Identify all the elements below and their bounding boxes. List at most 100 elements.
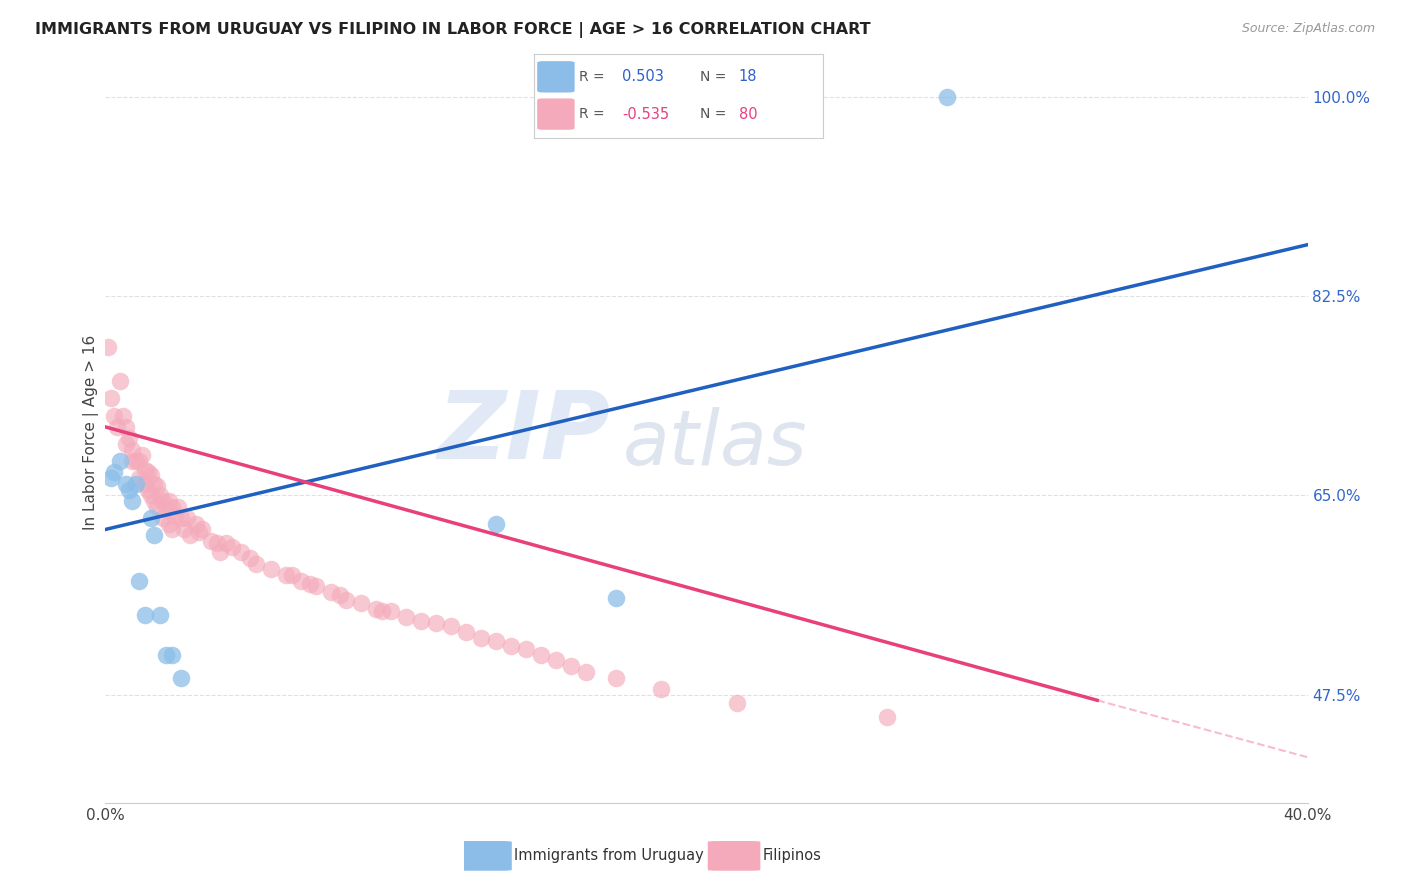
Point	[134, 607, 156, 622]
Point	[145, 479, 167, 493]
Point	[124, 476, 146, 491]
Point	[139, 511, 162, 525]
Point	[142, 528, 165, 542]
Point	[454, 624, 477, 639]
Point	[214, 536, 236, 550]
Point	[160, 500, 183, 514]
Text: N =: N =	[700, 70, 727, 84]
Point	[605, 671, 627, 685]
Point	[160, 523, 183, 537]
Point	[142, 494, 165, 508]
Point	[501, 639, 523, 653]
Point	[350, 597, 373, 611]
Point	[290, 574, 312, 588]
Point	[274, 568, 297, 582]
Point	[205, 536, 228, 550]
Point	[530, 648, 553, 662]
Point	[329, 589, 352, 603]
Point	[155, 502, 177, 516]
Point	[560, 659, 582, 673]
Point	[166, 500, 188, 514]
Point	[470, 631, 492, 645]
Point	[239, 550, 262, 565]
Point	[121, 494, 143, 508]
FancyBboxPatch shape	[537, 98, 575, 130]
Point	[184, 516, 207, 531]
Point	[605, 591, 627, 605]
Point	[425, 615, 447, 630]
Point	[128, 454, 150, 468]
Text: atlas: atlas	[623, 407, 807, 481]
Point	[936, 89, 959, 103]
Point	[650, 681, 672, 696]
Text: 0.503: 0.503	[623, 70, 664, 85]
Point	[103, 409, 125, 423]
Point	[118, 483, 141, 497]
Point	[100, 392, 122, 406]
Point	[157, 516, 180, 531]
Point	[112, 409, 135, 423]
Point	[298, 577, 321, 591]
Point	[131, 449, 153, 463]
Point	[142, 476, 165, 491]
Point	[575, 665, 598, 679]
Point	[152, 511, 174, 525]
Point	[139, 488, 162, 502]
Point	[281, 568, 304, 582]
Point	[169, 511, 191, 525]
Point	[187, 524, 209, 539]
Point	[121, 454, 143, 468]
Point	[395, 610, 418, 624]
Point	[148, 607, 170, 622]
Point	[139, 467, 162, 482]
Point	[115, 437, 138, 451]
FancyBboxPatch shape	[460, 841, 512, 871]
Point	[110, 454, 132, 468]
Point	[148, 488, 170, 502]
Point	[152, 494, 174, 508]
Point	[200, 533, 222, 548]
Point	[169, 671, 191, 685]
Text: R =: R =	[579, 107, 605, 121]
Point	[100, 471, 122, 485]
Point	[260, 562, 283, 576]
Point	[110, 375, 132, 389]
Point	[335, 593, 357, 607]
Text: ZIP: ZIP	[437, 386, 610, 479]
Point	[485, 516, 508, 531]
Point	[103, 466, 125, 480]
Text: 18: 18	[740, 70, 758, 85]
Point	[107, 420, 129, 434]
Point	[145, 500, 167, 514]
FancyBboxPatch shape	[707, 841, 761, 871]
Point	[97, 340, 120, 354]
Point	[876, 710, 898, 724]
Text: R =: R =	[579, 70, 605, 84]
Point	[725, 696, 748, 710]
Point	[409, 614, 432, 628]
Text: Filipinos: Filipinos	[763, 848, 821, 863]
Text: Immigrants from Uruguay: Immigrants from Uruguay	[515, 848, 704, 863]
Point	[136, 483, 159, 497]
Point	[163, 508, 186, 523]
Point	[208, 545, 231, 559]
Point	[157, 494, 180, 508]
Point	[173, 523, 195, 537]
Point	[229, 545, 252, 559]
Point	[179, 528, 201, 542]
Point	[364, 602, 387, 616]
Point	[121, 442, 143, 457]
Point	[221, 540, 243, 554]
Point	[155, 648, 177, 662]
Point	[546, 653, 568, 667]
Point	[124, 454, 146, 468]
Point	[115, 476, 138, 491]
Point	[128, 471, 150, 485]
Point	[440, 619, 463, 633]
Text: 80: 80	[740, 107, 758, 121]
Point	[134, 463, 156, 477]
Point	[118, 431, 141, 445]
Point	[190, 523, 212, 537]
Point	[380, 604, 402, 618]
Point	[128, 574, 150, 588]
